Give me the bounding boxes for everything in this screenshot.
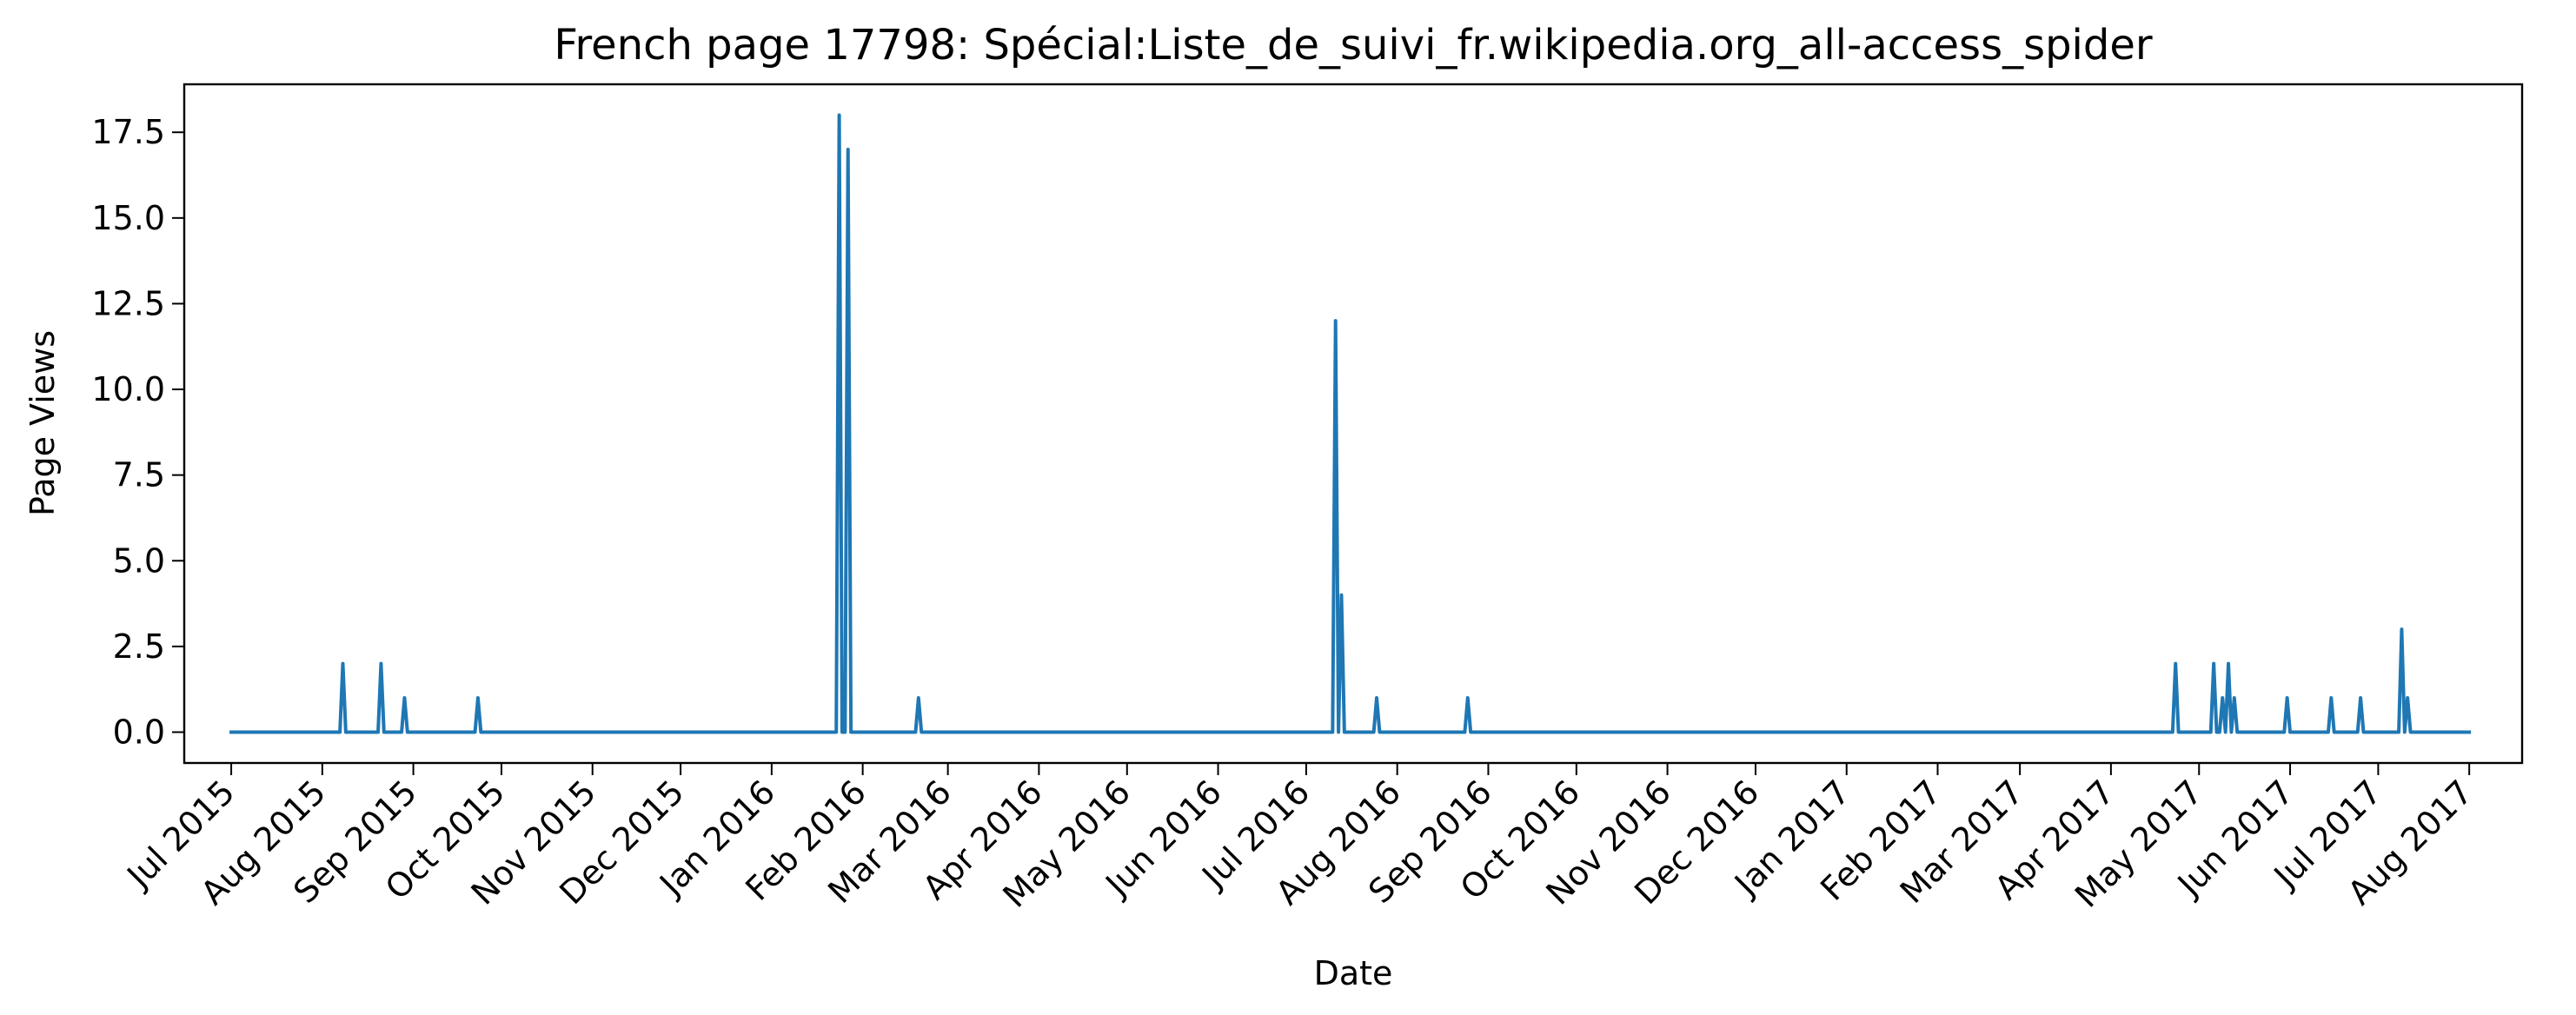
y-tick-label: 0.0 xyxy=(113,713,165,752)
y-axis-label: Page Views xyxy=(23,330,62,516)
series-line-0 xyxy=(229,113,2472,734)
y-tick-label: 12.5 xyxy=(91,284,165,322)
y-tick-label: 10.0 xyxy=(91,370,165,408)
y-axis-ticks: 0.0 2.5 5.0 7.5 10.0 12.5 15.0 17.5 xyxy=(91,113,184,752)
chart-title: French page 17798: Spécial:Liste_de_suiv… xyxy=(554,21,2153,70)
series-layer xyxy=(229,113,2472,734)
plot-frame xyxy=(183,83,2524,765)
y-tick-label: 17.5 xyxy=(91,113,165,151)
y-tick-label: 2.5 xyxy=(113,627,165,666)
y-tick-label: 7.5 xyxy=(113,456,165,494)
y-tick-label: 5.0 xyxy=(113,541,165,580)
x-axis-label: Date xyxy=(1314,954,1393,992)
y-tick-label: 15.0 xyxy=(91,199,165,237)
